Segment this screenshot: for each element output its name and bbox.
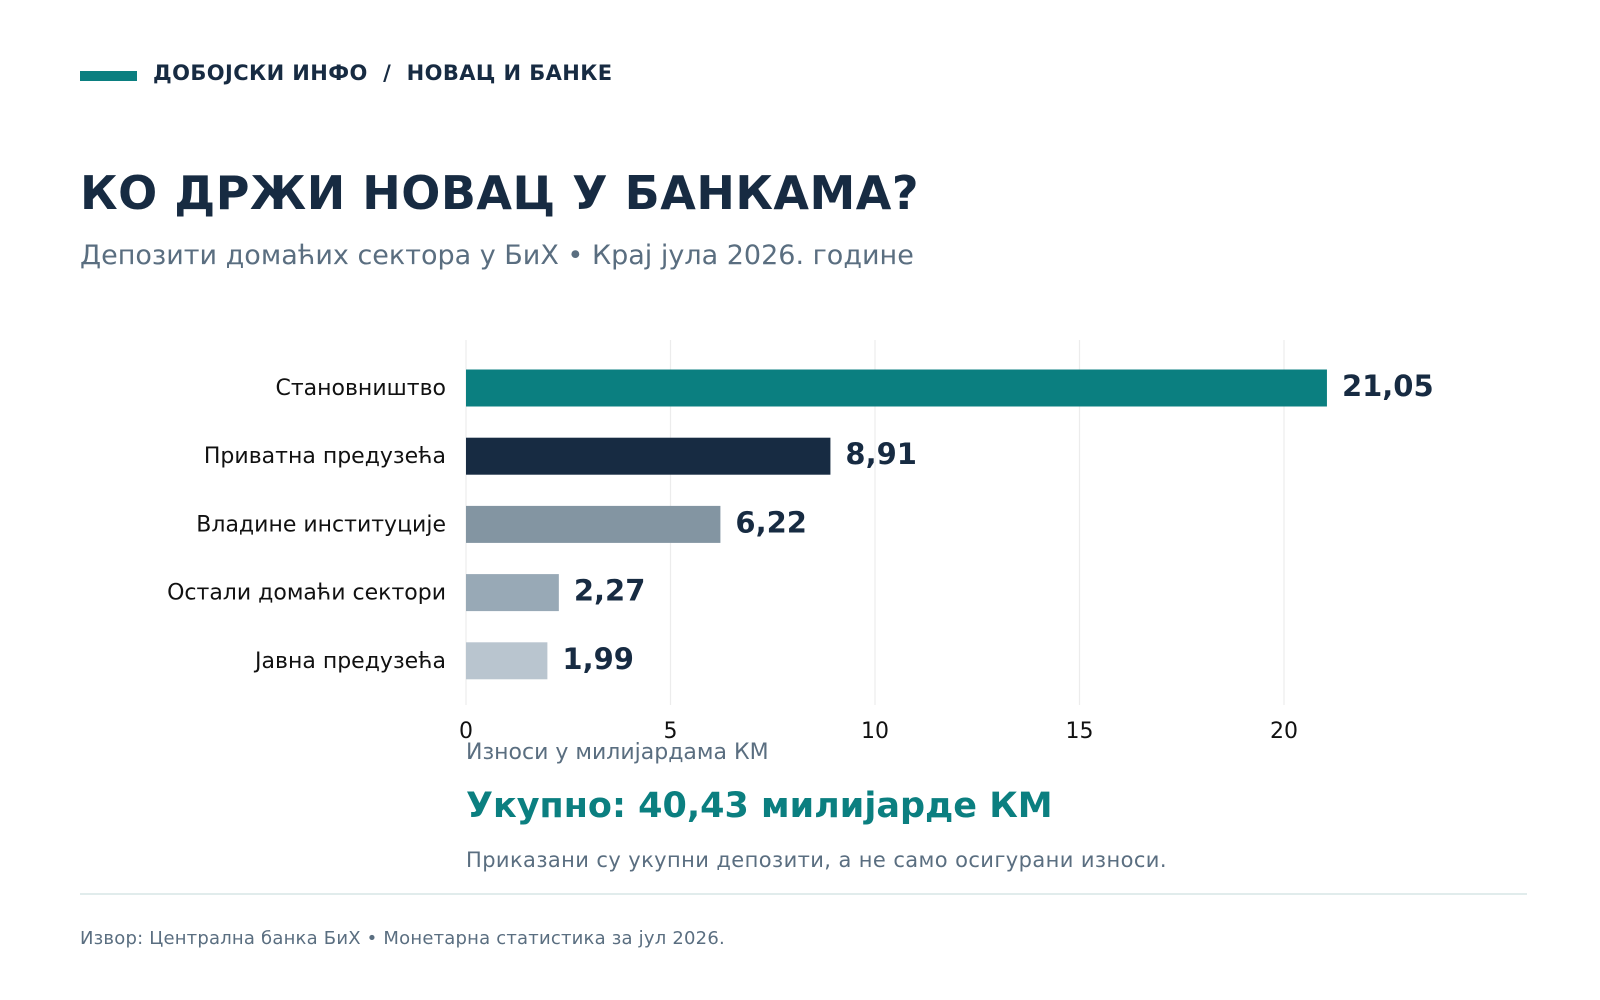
category-label: Остали домаћи сектори <box>167 581 446 606</box>
x-tick-label: 10 <box>861 719 889 740</box>
value-label: 1,99 <box>562 642 634 676</box>
kicker-accent-bar <box>80 71 137 81</box>
bar <box>466 369 1327 407</box>
value-label: 21,05 <box>1342 369 1434 403</box>
value-label: 2,27 <box>574 574 646 608</box>
bar <box>466 642 548 680</box>
category-label: Приватна предузећа <box>204 444 446 469</box>
x-tick-label: 5 <box>664 719 678 740</box>
bar-chart: Становништво 21,05 Приватна предузећа 8,91 В… <box>167 340 1434 740</box>
bar <box>466 437 831 475</box>
category-label: Становништво <box>275 376 446 401</box>
source-note: Извор: Централна банка БиХ • Монетарна с… <box>80 928 725 949</box>
category-label: Јавна предузећа <box>253 649 446 674</box>
x-tick-label: 20 <box>1270 719 1298 740</box>
bar <box>466 505 721 543</box>
summary-note: Приказани су укупни депозити, а не само … <box>466 848 1167 872</box>
x-tick-label: 15 <box>1066 719 1094 740</box>
chart-subtitle: Депозити домаћих сектора у БиХ • Крај ју… <box>80 240 914 271</box>
value-label: 6,22 <box>735 505 807 539</box>
bar <box>466 574 559 612</box>
footer-divider <box>80 893 1527 895</box>
category-label: Владине институције <box>196 512 446 537</box>
x-axis-label: Износи у милијардама КМ <box>466 740 769 765</box>
x-tick-label: 0 <box>459 719 473 740</box>
total-summary: Укупно: 40,43 милијарде КМ <box>466 786 1053 826</box>
chart-title: КО ДРЖИ НОВАЦ У БАНКАМА? <box>80 166 920 220</box>
value-label: 8,91 <box>845 437 917 471</box>
kicker-breadcrumb: ДОБОЈСКИ ИНФО / НОВАЦ И БАНКЕ <box>153 61 613 85</box>
